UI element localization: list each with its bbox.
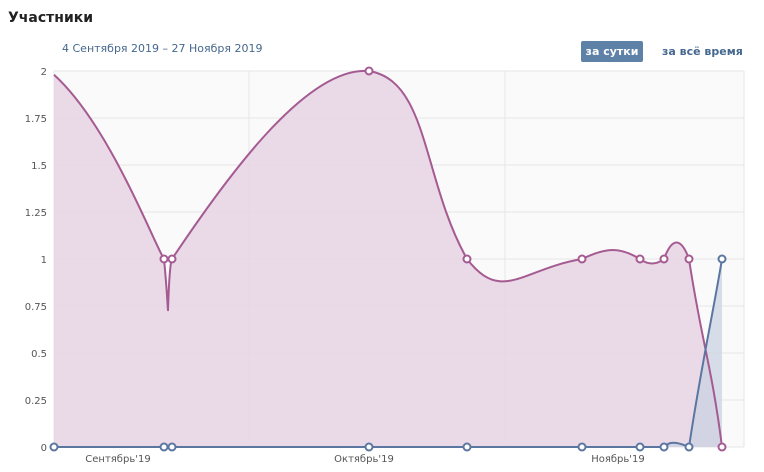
chart-title: Участники xyxy=(8,10,94,26)
series-2-point[interactable] xyxy=(684,442,694,452)
series-1-point[interactable] xyxy=(577,254,587,264)
x-tick-label: Ноябрь'19 xyxy=(591,454,645,465)
y-tick-label: 1.5 xyxy=(31,161,47,172)
series-2-point[interactable] xyxy=(717,254,727,264)
y-tick-label: 0.5 xyxy=(31,349,47,360)
series-2-point[interactable] xyxy=(577,442,587,452)
series-1-point[interactable] xyxy=(167,254,177,264)
y-tick-label: 1 xyxy=(41,255,47,266)
y-tick-label: 0 xyxy=(41,443,47,454)
series-2-point[interactable] xyxy=(49,442,59,452)
series-2-point[interactable] xyxy=(364,442,374,452)
series-1-line xyxy=(53,69,723,448)
y-tick-label: 0.75 xyxy=(25,302,47,313)
series-1-point[interactable] xyxy=(717,442,727,452)
daily-toggle-button[interactable]: за сутки xyxy=(581,41,643,62)
series-1-point[interactable] xyxy=(159,254,169,264)
series-1-point[interactable] xyxy=(684,254,694,264)
series-1-point[interactable] xyxy=(635,254,645,264)
series-2-point[interactable] xyxy=(159,442,169,452)
series-1-point[interactable] xyxy=(364,66,374,76)
series-1-point[interactable] xyxy=(462,254,472,264)
series-2-line xyxy=(54,258,723,449)
series-2-point[interactable] xyxy=(167,442,177,452)
y-tick-label: 2 xyxy=(41,67,47,78)
x-tick-label: Октябрь'19 xyxy=(334,454,394,465)
series-1-area xyxy=(54,70,722,448)
y-tick-label: 0.25 xyxy=(25,396,47,407)
y-tick-label: 1.25 xyxy=(25,208,47,219)
series-2-point[interactable] xyxy=(462,442,472,452)
series-1-point[interactable] xyxy=(659,254,669,264)
series-2-point[interactable] xyxy=(635,442,645,452)
series-2-point[interactable] xyxy=(659,442,669,452)
date-range-label: 4 Сентября 2019 – 27 Ноября 2019 xyxy=(62,42,263,55)
all-time-toggle-button[interactable]: за всё время xyxy=(662,45,743,58)
x-tick-label: Сентябрь'19 xyxy=(85,454,150,465)
y-tick-label: 1.75 xyxy=(25,114,47,125)
